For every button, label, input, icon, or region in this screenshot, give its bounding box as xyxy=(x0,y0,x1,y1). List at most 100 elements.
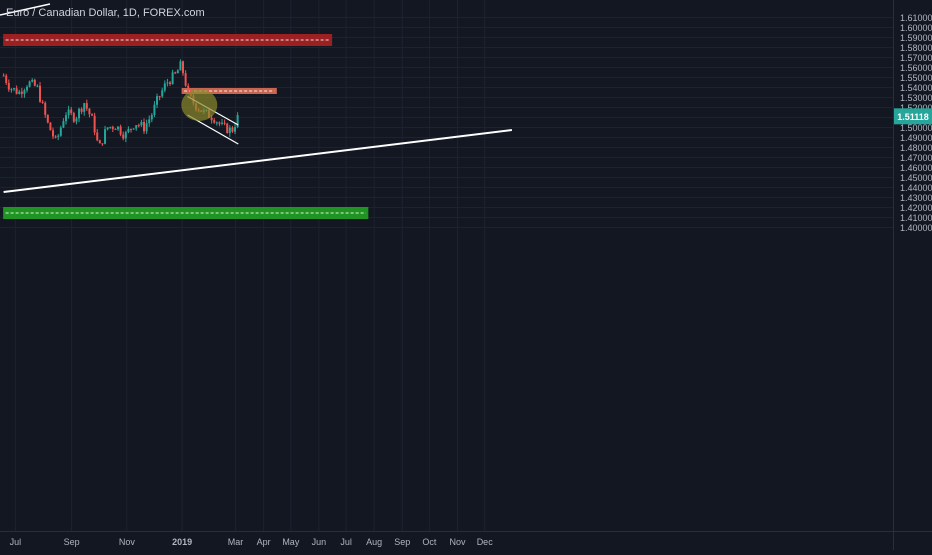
candle-body xyxy=(210,117,213,121)
candle-body xyxy=(169,82,172,85)
candle-body xyxy=(52,130,55,137)
y-tick-label: 1.48000 xyxy=(900,143,932,153)
candle-body xyxy=(98,140,101,144)
chart-title: Euro / Canadian Dollar, 1D, FOREX.com xyxy=(6,7,205,19)
candle-body xyxy=(111,126,114,129)
candle-body xyxy=(104,129,107,144)
x-tick-label: Nov xyxy=(450,537,467,547)
drawing-stroke xyxy=(0,3,51,16)
candle-body xyxy=(13,88,16,90)
candle-body xyxy=(218,122,221,124)
candle-body xyxy=(182,61,185,74)
candle-body xyxy=(135,125,138,129)
candle-body xyxy=(20,91,23,94)
candle-body xyxy=(88,108,91,115)
candle-body xyxy=(67,109,70,116)
candle-body xyxy=(166,82,169,84)
candle-body xyxy=(137,125,140,127)
candle-body xyxy=(122,134,125,139)
candle-body xyxy=(28,81,31,87)
y-tick-label: 1.53000 xyxy=(900,93,932,103)
candle-body xyxy=(41,101,44,103)
y-tick-label: 1.59000 xyxy=(900,33,932,43)
candle-body xyxy=(15,88,18,94)
y-tick-label: 1.40000 xyxy=(900,223,932,233)
x-tick-label: Aug xyxy=(366,537,382,547)
candle-body xyxy=(236,115,239,128)
candle-body xyxy=(156,96,159,105)
candle-body xyxy=(153,104,156,116)
y-tick-label: 1.58000 xyxy=(900,43,932,53)
candle-body xyxy=(31,79,34,82)
candle-body xyxy=(150,115,153,120)
candle-body xyxy=(85,103,88,109)
x-tick-label: Dec xyxy=(477,537,494,547)
candle-body xyxy=(223,122,226,124)
candle-body xyxy=(215,122,218,124)
candle-body xyxy=(228,127,231,134)
candle-body xyxy=(83,103,86,112)
candle-body xyxy=(226,123,229,134)
candle-body xyxy=(140,121,143,126)
candle-body xyxy=(213,120,216,123)
candle-body xyxy=(72,113,75,122)
trendline xyxy=(3,129,513,193)
candle-body xyxy=(221,122,224,124)
highlight-circle xyxy=(181,89,218,121)
candle-body xyxy=(119,126,122,135)
candle-body xyxy=(7,82,10,90)
x-tick-label: Oct xyxy=(422,537,437,547)
y-tick-label: 1.45000 xyxy=(900,173,932,183)
candle-body xyxy=(176,70,179,74)
levels xyxy=(3,34,369,219)
candle-body xyxy=(187,85,190,91)
x-tick-label: Jun xyxy=(312,537,327,547)
y-tick-label: 1.52000 xyxy=(900,103,932,113)
y-tick-label: 1.46000 xyxy=(900,163,932,173)
y-tick-label: 1.47000 xyxy=(900,153,932,163)
x-tick-label: Jul xyxy=(10,537,22,547)
candle-body xyxy=(36,85,39,87)
candle-body xyxy=(143,121,146,132)
x-tick-label: 2019 xyxy=(172,537,192,547)
candle-body xyxy=(114,128,117,130)
price-label: 1.51118 xyxy=(897,112,929,122)
x-tick-label: Mar xyxy=(228,537,244,547)
candle-body xyxy=(184,73,187,86)
candle-body xyxy=(145,123,148,132)
candle-body xyxy=(65,115,68,122)
candle-body xyxy=(179,61,182,71)
candle-body xyxy=(78,108,81,119)
grid xyxy=(0,0,893,531)
candle-body xyxy=(132,128,135,130)
y-tick-label: 1.49000 xyxy=(900,133,932,143)
candle-body xyxy=(23,90,26,94)
candle-body xyxy=(127,128,130,133)
y-tick-label: 1.43000 xyxy=(900,193,932,203)
candle-body xyxy=(26,86,29,91)
candle-body xyxy=(5,75,8,83)
price-label-box xyxy=(894,108,932,125)
x-tick-label: Jul xyxy=(340,537,352,547)
candle-body xyxy=(109,126,112,128)
candle-body xyxy=(44,102,47,115)
candle-body xyxy=(49,122,52,131)
y-tick-label: 1.50000 xyxy=(900,123,932,133)
x-tick-label: May xyxy=(282,537,300,547)
y-tick-label: 1.56000 xyxy=(900,63,932,73)
candle-body xyxy=(18,91,21,94)
y-tick-label: 1.55000 xyxy=(900,73,932,83)
candle-body xyxy=(10,89,13,91)
y-tick-label: 1.60000 xyxy=(900,23,932,33)
candle-body xyxy=(54,136,57,138)
candle-body xyxy=(57,135,60,137)
candle-body xyxy=(33,79,36,86)
candle-body xyxy=(80,108,83,112)
y-tick-label: 1.61000 xyxy=(900,13,932,23)
candle-body xyxy=(93,115,96,133)
candle-body xyxy=(46,114,49,123)
x-tick-label: Apr xyxy=(257,537,271,547)
